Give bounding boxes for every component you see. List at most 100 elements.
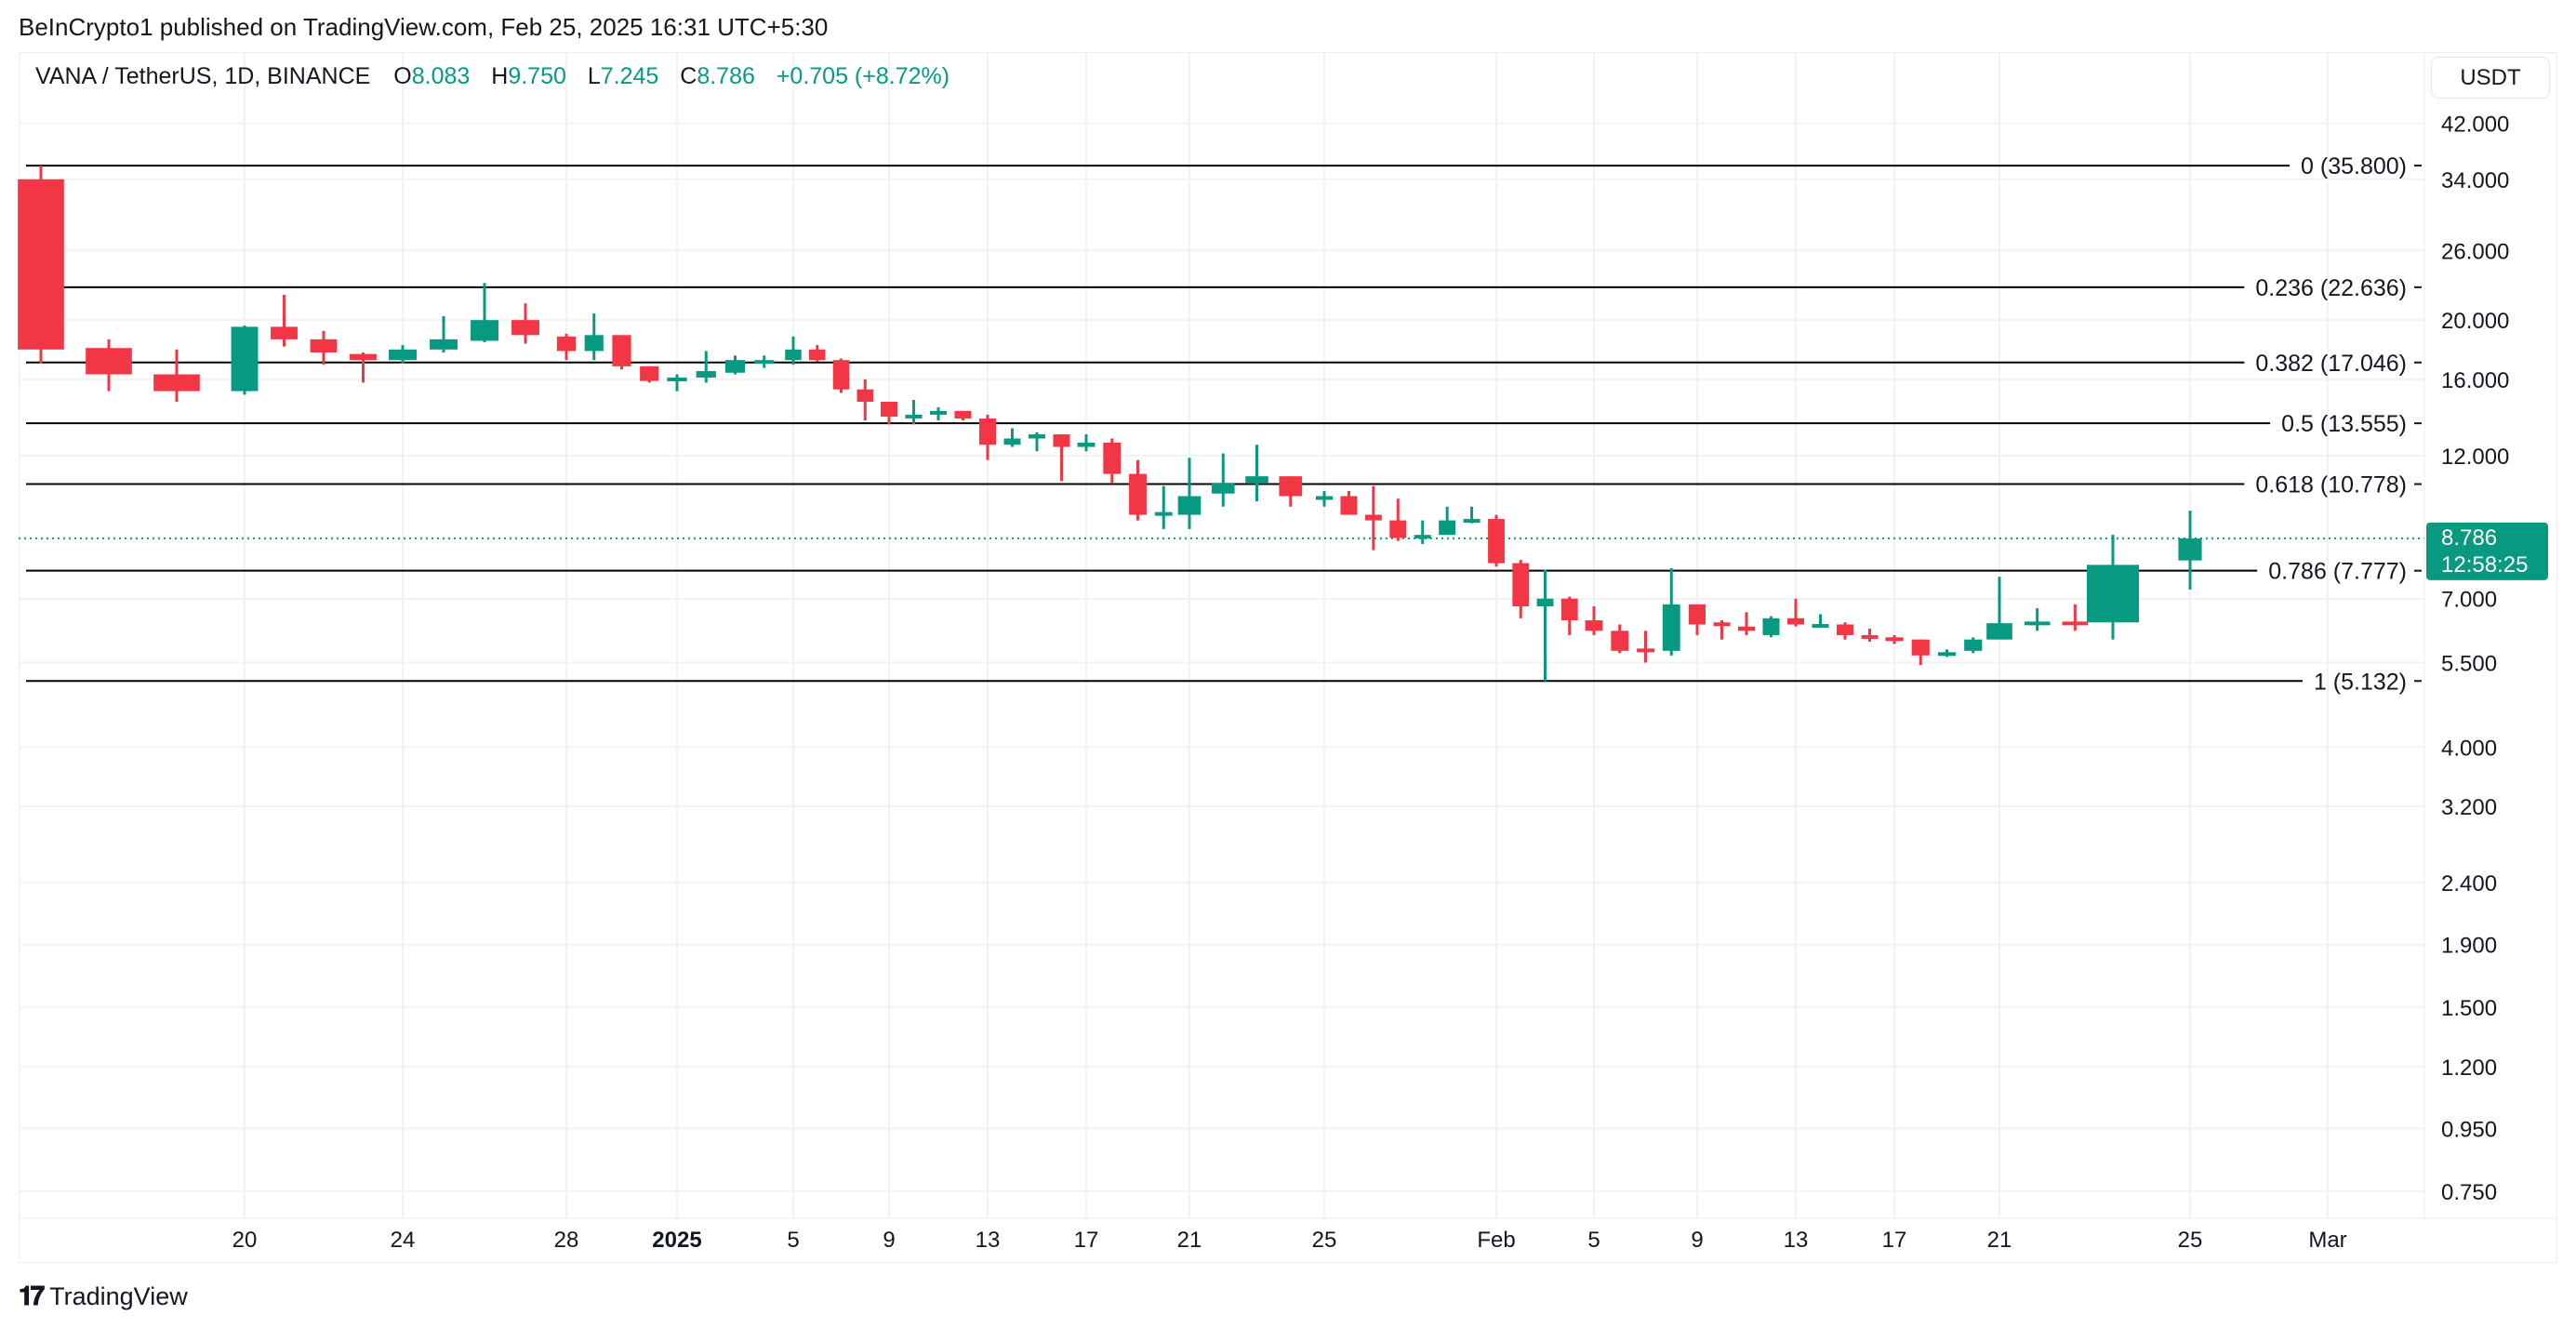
candle-body [1836, 624, 1854, 635]
candle-2024-12-17[interactable] [18, 166, 64, 364]
price-axis[interactable]: 42.000 34.000 26.000 20.000 16.000 12.000 7.00… [2441, 113, 2509, 1205]
candle-2025-02-16[interactable] [1861, 629, 1879, 643]
candle-2025-02-20[interactable] [1964, 637, 1983, 654]
candle-body [1279, 476, 1303, 497]
candle-body [1560, 598, 1578, 621]
candle-2025-02-02[interactable] [1512, 560, 1530, 618]
candle-2025-01-11[interactable] [929, 406, 948, 421]
candle-2024-12-21[interactable] [271, 294, 298, 347]
candle-2024-12-30[interactable] [612, 335, 631, 370]
candle-2025-01-15[interactable] [1028, 432, 1046, 452]
candle-2025-01-24[interactable] [1279, 476, 1303, 507]
candle-2024-12-24[interactable] [389, 345, 417, 364]
candle-2025-02-25[interactable] [2178, 511, 2202, 590]
candle-2025-01-28[interactable] [1389, 498, 1407, 541]
candle-2025-02-19[interactable] [1937, 649, 1957, 657]
candle-body [1911, 639, 1930, 656]
y-tick-label: 7.000 [2441, 588, 2497, 613]
candle-2025-02-09[interactable] [1688, 604, 1706, 635]
candle-2024-12-27[interactable] [511, 303, 539, 344]
candle-body [1512, 563, 1530, 606]
y-tick-label: 1.900 [2441, 934, 2497, 959]
candle-2024-12-25[interactable] [430, 315, 458, 353]
candle-2025-01-03[interactable] [724, 355, 746, 375]
candle-2025-02-11[interactable] [1737, 612, 1756, 635]
candle-2024-12-19[interactable] [153, 349, 200, 403]
candle-2024-12-23[interactable] [350, 352, 377, 383]
candle-2025-01-18[interactable] [1103, 438, 1122, 484]
candle-2025-01-29[interactable] [1414, 520, 1431, 544]
candle-body [1861, 634, 1879, 639]
candle-2025-01-04[interactable] [754, 355, 775, 368]
candle-2025-01-10[interactable] [905, 400, 923, 425]
candle-2025-02-24[interactable] [2087, 535, 2139, 640]
candle-2024-12-20[interactable] [231, 325, 259, 395]
candle-2025-02-10[interactable] [1713, 620, 1731, 640]
candle-2025-02-23[interactable] [2062, 604, 2089, 631]
y-tick-label: 0.750 [2441, 1180, 2497, 1205]
candle-2025-01-07[interactable] [832, 358, 850, 393]
change-value: +0.705 (+8.72%) [776, 63, 950, 89]
candle-2025-01-05[interactable] [785, 336, 802, 365]
candle-2025-01-01[interactable] [667, 374, 687, 392]
tradingview-logo[interactable]: 𝟏𝟕 TradingView [19, 1282, 188, 1312]
x-tick-label: 2025 [652, 1228, 701, 1253]
candle-2025-01-30[interactable] [1439, 506, 1456, 536]
candle-body [389, 349, 417, 361]
candle-2025-02-01[interactable] [1488, 514, 1505, 567]
candle-2025-02-04[interactable] [1560, 596, 1578, 635]
candle-2024-12-26[interactable] [471, 283, 498, 342]
candle-body [1585, 620, 1603, 631]
candle-2025-02-03[interactable] [1536, 569, 1554, 682]
candle-2025-01-26[interactable] [1340, 491, 1358, 515]
candle-2024-12-29[interactable] [584, 313, 604, 361]
candle-2025-01-19[interactable] [1129, 459, 1147, 521]
candle-2025-01-23[interactable] [1245, 445, 1268, 502]
candle-2025-02-06[interactable] [1611, 624, 1629, 654]
time-axis[interactable]: 20 24 28 2025 5 9 13 17 21 25 Feb 5 9 13 17 21 25 Mar [232, 1228, 2347, 1253]
candle-2025-01-06[interactable] [808, 345, 826, 362]
candle-2025-01-12[interactable] [954, 410, 972, 421]
symbol-title[interactable]: VANA / TetherUS, 1D, BINANCE [35, 63, 371, 89]
candle-2025-01-13[interactable] [978, 414, 997, 460]
candle-2025-02-18[interactable] [1911, 639, 1930, 666]
candle-2025-02-17[interactable] [1885, 634, 1904, 644]
x-tick-label: 25 [2178, 1228, 2203, 1253]
candle-2024-12-31[interactable] [640, 365, 659, 383]
candle-2024-12-28[interactable] [556, 333, 577, 361]
close-label: C [680, 63, 697, 89]
candle-2025-02-14[interactable] [1812, 614, 1829, 629]
candle-2025-01-09[interactable] [880, 402, 898, 425]
candle-2025-02-07[interactable] [1637, 631, 1654, 663]
candle-2025-01-27[interactable] [1364, 485, 1382, 551]
tradingview-logo-text: TradingView [49, 1282, 188, 1310]
candle-body [1536, 598, 1554, 606]
candle-2025-02-22[interactable] [2024, 608, 2051, 631]
candle-2025-02-08[interactable] [1662, 567, 1680, 656]
candle-2025-01-22[interactable] [1211, 453, 1235, 507]
candle-2024-12-22[interactable] [310, 330, 338, 365]
candle-2025-01-20[interactable] [1154, 485, 1173, 529]
x-tick-label: 13 [1784, 1228, 1809, 1253]
candle-2025-01-25[interactable] [1316, 491, 1333, 507]
candle-2025-01-21[interactable] [1177, 458, 1202, 529]
candle-2025-01-14[interactable] [1003, 428, 1021, 447]
candle-2025-02-15[interactable] [1836, 622, 1854, 640]
candle-2025-02-21[interactable] [1986, 577, 2012, 640]
low-value: 7.245 [600, 63, 659, 89]
y-tick-label: 34.000 [2441, 168, 2509, 193]
y-tick-label: 20.000 [2441, 309, 2509, 334]
candle-2025-01-17[interactable] [1077, 434, 1095, 452]
candle-2025-01-16[interactable] [1053, 434, 1070, 482]
candle-2025-01-02[interactable] [696, 351, 716, 383]
candle-2025-01-08[interactable] [856, 378, 874, 421]
candle-2025-02-05[interactable] [1585, 605, 1603, 635]
candle-2025-02-12[interactable] [1762, 616, 1780, 638]
candle-2025-02-13[interactable] [1786, 598, 1805, 627]
fib-level-label: 0.5 (13.555) [2281, 411, 2407, 437]
candle-body [271, 326, 298, 339]
currency-button[interactable]: USDT [2431, 57, 2550, 99]
candle-2025-01-31[interactable] [1463, 506, 1481, 524]
candle-2024-12-18[interactable] [86, 339, 132, 392]
